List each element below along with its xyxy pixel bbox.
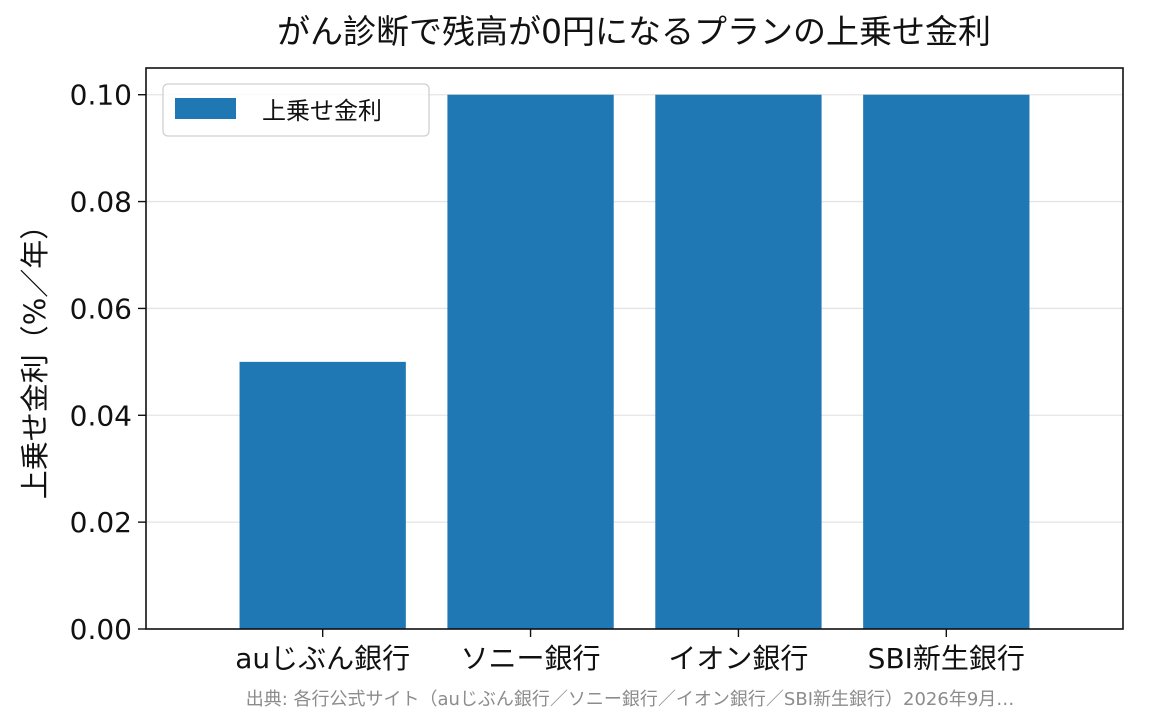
x-tick-label: SBI新生銀行 bbox=[868, 642, 1025, 675]
bar-3 bbox=[655, 94, 822, 629]
x-tick-label: イオン銀行 bbox=[668, 642, 808, 675]
plot-frame bbox=[145, 67, 1124, 630]
bars bbox=[239, 94, 1030, 629]
footnote: 出典: 各行公式サイト（auじぶん銀行／ソニー銀行／イオン銀行／SBI新生銀行）… bbox=[246, 689, 1015, 710]
y-axis-ticks: 0.00 0.02 0.04 0.06 0.08 0.10 bbox=[70, 79, 146, 646]
bar-2 bbox=[447, 94, 614, 629]
legend-swatch bbox=[175, 98, 236, 119]
legend: 上乗せ金利 bbox=[162, 83, 430, 137]
y-tick-label: 0.02 bbox=[70, 506, 132, 539]
y-tick-label: 0.04 bbox=[70, 399, 132, 432]
y-tick-label: 0.10 bbox=[70, 79, 132, 112]
chart-title: がん診断で残高が0円になるプランの上乗せ金利 bbox=[277, 12, 991, 51]
y-tick-label: 0.08 bbox=[70, 186, 132, 219]
y-axis-label: 上乗せ金利（%／年） bbox=[18, 211, 52, 500]
legend-label: 上乗せ金利 bbox=[262, 97, 382, 125]
legend-box bbox=[162, 83, 430, 137]
y-tick-label: 0.00 bbox=[70, 613, 132, 646]
x-tick-label: auじぶん銀行 bbox=[235, 642, 410, 675]
y-tick-label: 0.06 bbox=[70, 292, 132, 325]
x-axis-ticks: auじぶん銀行 ソニー銀行 イオン銀行 SBI新生銀行 bbox=[235, 629, 1025, 675]
bar-1 bbox=[239, 361, 406, 629]
bar-4 bbox=[863, 94, 1030, 629]
x-tick-label: ソニー銀行 bbox=[461, 642, 601, 675]
